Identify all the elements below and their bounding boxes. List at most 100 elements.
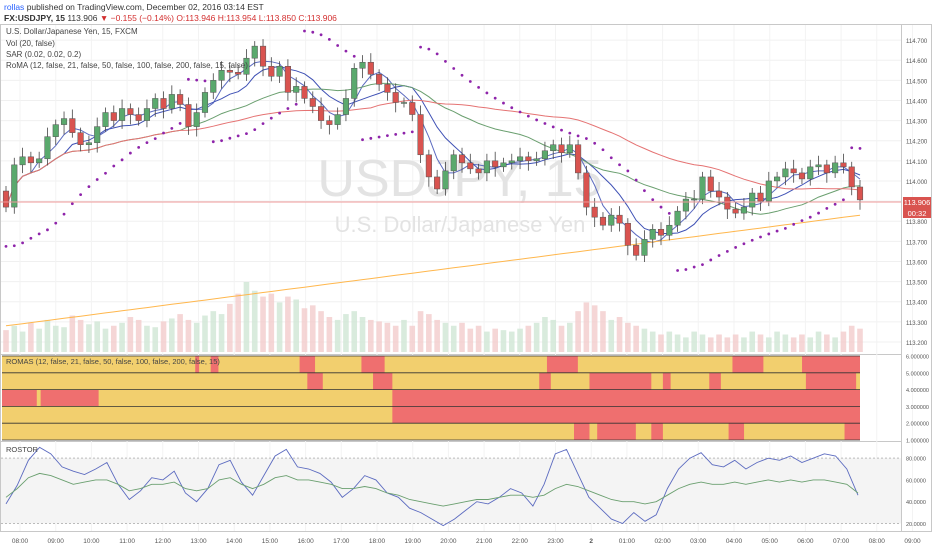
candle-body [185,104,192,127]
candle-body [284,65,291,93]
volume-bar [77,319,84,352]
volume-bar [152,327,159,352]
time-tick-label: 08:00 [869,538,886,545]
candle-body [326,120,333,125]
candle-body [807,166,814,180]
sar-dot [601,148,605,152]
candle-body [790,168,797,174]
sar-dot [394,132,398,136]
sar-dot [576,134,580,138]
candle-body [633,245,640,256]
time-tick-label: 11:00 [119,538,135,545]
candle-body [657,228,665,236]
candle-body [558,144,565,154]
sar-dot [46,228,49,232]
romas-tick-label: 5.000000 [906,371,929,377]
candle-body [400,102,408,104]
sar-dot [21,241,24,245]
candle-body [616,214,623,224]
volume-bar [69,315,76,352]
volume-bar [135,319,142,352]
volume-bar [567,322,573,352]
romas-band-red-segment [651,423,663,440]
volume-bar [442,322,449,352]
legend-title: U.S. Dollar/Japanese Yen, 15, FXCM [6,27,138,36]
sar-dot [568,131,572,135]
candle-body [467,162,474,170]
sar-dot [609,156,613,160]
sar-dot [842,198,845,202]
candle-body [840,162,847,168]
legend-roma: RoMA (12, false, 21, false, 50, false, 1… [6,61,248,70]
romas-band-red-segment [597,423,636,440]
sar-dot [261,122,265,126]
volume-bar [699,334,706,352]
sar-dot [692,265,696,269]
volume-bar [28,322,34,352]
open-value: O:113.946 [176,13,216,23]
volume-bar [807,337,814,352]
volume-bar [268,293,275,352]
volume-bar [550,319,557,352]
romas-band-red-segment [732,356,764,373]
sar-dot [858,146,862,150]
candle-body [583,172,590,208]
price-tick-label: 113.700 [906,240,928,246]
romas-tick-label: 2.000000 [906,422,929,428]
candle-body [724,196,731,210]
volume-bar [658,334,664,352]
volume-bar [376,321,382,352]
candle-body [500,162,507,168]
candle-body [409,102,416,115]
candle-body [19,156,26,166]
volume-bar [384,322,391,352]
price-tick-label: 113.300 [906,321,928,327]
sar-dot [468,80,472,83]
last-price: 113.906 [67,13,98,23]
volume-bar [61,327,67,352]
candle-body [2,190,10,208]
volume-bar [459,322,465,352]
sar-dot [850,146,854,150]
volume-bar [11,325,18,352]
last-price-badge-text: 113.906 [904,198,931,207]
romas-band-red-segment [40,389,99,407]
candle-body [575,144,582,174]
volume-bar [641,328,648,352]
romas-band-red-segment [802,356,860,373]
candle-body [417,114,424,156]
candle-body [359,61,366,69]
symbol-label: FX:USDJPY, 15 [4,13,65,23]
candle-body [798,172,806,180]
sar-dot [70,202,74,206]
sar-dot [676,269,679,272]
volume-bar [608,319,615,352]
candle-body [268,65,275,77]
romas-band-red-segment [539,372,551,390]
candle-body [85,142,92,145]
volume-bar [757,334,764,352]
watermark-name: U.S. Dollar/Japanese Yen [335,212,586,237]
candle-body [135,114,142,121]
author-link[interactable]: rollas [4,2,25,12]
time-tick-label: 09:00 [48,538,65,545]
publish-info: published on TradingView.com, December 0… [26,2,264,12]
candle-body [160,98,167,109]
sar-dot [402,131,406,135]
time-tick-label: 04:00 [726,538,743,545]
volume-bar [616,317,623,352]
volume-bar [600,311,606,352]
price-axis [901,24,932,532]
volume-bar [575,311,581,352]
sar-dot [510,106,514,110]
volume-bar [666,331,673,352]
candle-body [749,192,756,208]
candle-body [177,94,184,105]
candle-body [525,156,532,162]
price-tick-label: 114.100 [906,160,928,166]
sar-dot [543,122,547,125]
volume-bar [741,337,747,352]
romas-band-red-segment [361,356,385,373]
sar-dot [112,164,116,168]
